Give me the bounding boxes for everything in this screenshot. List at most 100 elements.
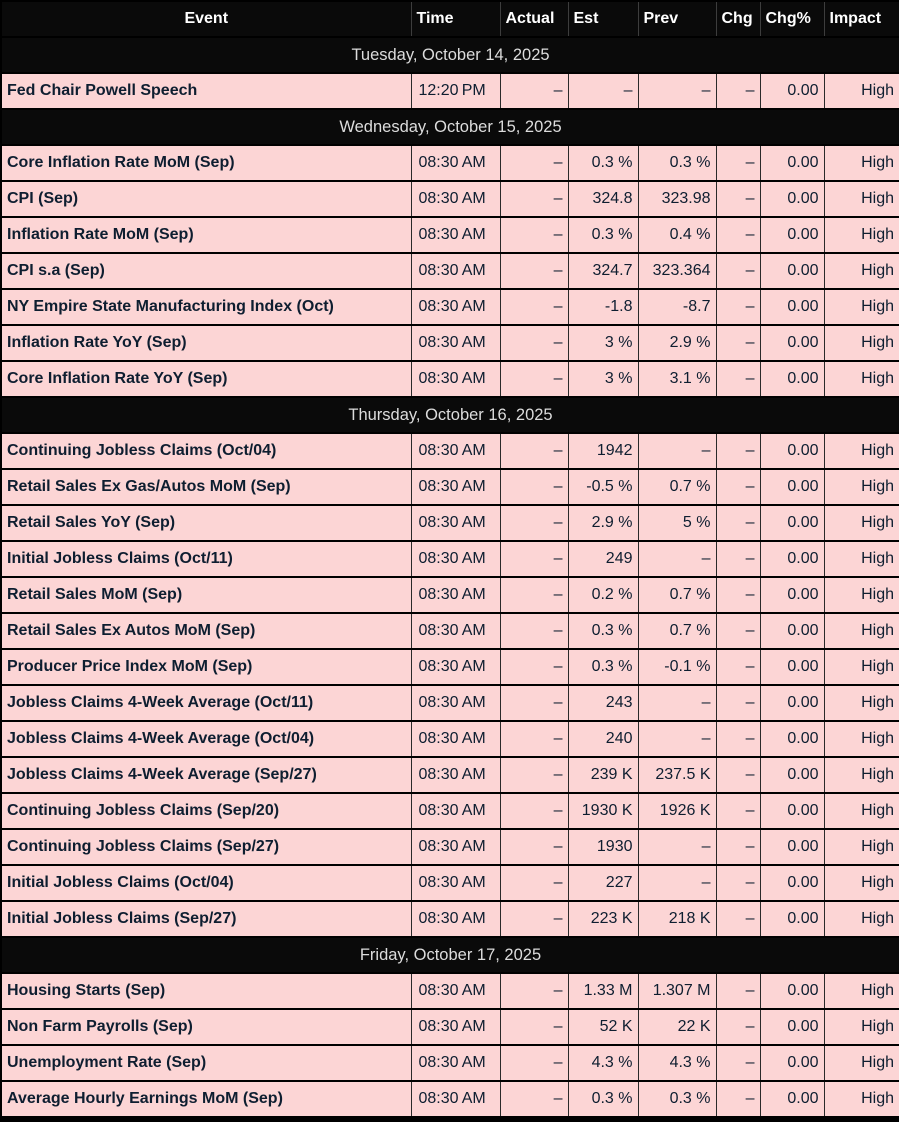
est-cell: 3 % [567,360,639,398]
event-row[interactable]: Initial Jobless Claims (Sep/27) 08:30 AM… [0,900,899,938]
time-cell: 08:30 AM [410,252,501,290]
event-row[interactable]: Retail Sales Ex Gas/Autos MoM (Sep) 08:3… [0,468,899,506]
actual-cell: – [499,828,569,866]
event-name-cell: Average Hourly Earnings MoM (Sep) [0,1080,412,1118]
prev-cell: 0.7 % [637,612,717,650]
impact-cell: High [823,792,899,830]
chg-cell: – [715,504,761,542]
event-name-cell: Core Inflation Rate YoY (Sep) [0,360,412,398]
chg-cell: – [715,72,761,110]
event-row[interactable]: Core Inflation Rate MoM (Sep) 08:30 AM –… [0,144,899,182]
est-cell: 0.3 % [567,1080,639,1118]
chg-cell: – [715,252,761,290]
prev-cell: 0.4 % [637,216,717,254]
column-header-event: Event [0,0,412,38]
event-row[interactable]: Inflation Rate YoY (Sep) 08:30 AM – 3 % … [0,324,899,362]
date-separator-label: Tuesday, October 14, 2025 [0,36,899,74]
actual-cell: – [499,576,569,614]
time-cell: 08:30 AM [410,792,501,830]
chg-cell: – [715,792,761,830]
impact-cell: High [823,864,899,902]
impact-cell: High [823,828,899,866]
event-name-cell: Fed Chair Powell Speech [0,72,412,110]
column-header-est: Est [567,0,639,38]
event-row[interactable]: Initial Jobless Claims (Oct/04) 08:30 AM… [0,864,899,902]
prev-cell: – [637,720,717,758]
time-cell: 08:30 AM [410,432,501,470]
impact-cell: High [823,720,899,758]
actual-cell: – [499,864,569,902]
impact-cell: High [823,324,899,362]
chg-cell: – [715,540,761,578]
event-row[interactable]: Retail Sales MoM (Sep) 08:30 AM – 0.2 % … [0,576,899,614]
event-name-cell: Retail Sales MoM (Sep) [0,576,412,614]
chg-pct-cell: 0.00 [759,1008,825,1046]
time-cell: 08:30 AM [410,540,501,578]
impact-cell: High [823,468,899,506]
event-row[interactable]: Jobless Claims 4-Week Average (Oct/11) 0… [0,684,899,722]
chg-pct-cell: 0.00 [759,216,825,254]
actual-cell: – [499,288,569,326]
chg-pct-cell: 0.00 [759,504,825,542]
time-cell: 08:30 AM [410,900,501,938]
time-cell: 08:30 AM [410,504,501,542]
impact-cell: High [823,144,899,182]
event-row[interactable]: Retail Sales Ex Autos MoM (Sep) 08:30 AM… [0,612,899,650]
impact-cell: High [823,576,899,614]
event-row[interactable]: Producer Price Index MoM (Sep) 08:30 AM … [0,648,899,686]
est-cell: 240 [567,720,639,758]
event-row[interactable]: Housing Starts (Sep) 08:30 AM – 1.33 M 1… [0,972,899,1010]
impact-cell: High [823,648,899,686]
event-row[interactable]: Unemployment Rate (Sep) 08:30 AM – 4.3 %… [0,1044,899,1082]
time-cell: 08:30 AM [410,612,501,650]
table-header: Event Time Actual Est Prev Chg Chg% Impa… [0,0,899,38]
event-row[interactable]: Core Inflation Rate YoY (Sep) 08:30 AM –… [0,360,899,398]
event-row[interactable]: Continuing Jobless Claims (Sep/27) 08:30… [0,828,899,866]
event-row[interactable]: Average Hourly Earnings MoM (Sep) 08:30 … [0,1080,899,1118]
chg-pct-cell: 0.00 [759,324,825,362]
prev-cell: 218 K [637,900,717,938]
time-cell: 08:30 AM [410,648,501,686]
time-cell: 08:30 AM [410,720,501,758]
event-row[interactable]: NY Empire State Manufacturing Index (Oct… [0,288,899,326]
actual-cell: – [499,468,569,506]
impact-cell: High [823,72,899,110]
chg-pct-cell: 0.00 [759,792,825,830]
event-row[interactable]: Non Farm Payrolls (Sep) 08:30 AM – 52 K … [0,1008,899,1046]
chg-cell: – [715,756,761,794]
time-cell: 08:30 AM [410,828,501,866]
actual-cell: – [499,1008,569,1046]
date-separator-label: Wednesday, October 15, 2025 [0,108,899,146]
prev-cell: – [637,684,717,722]
actual-cell: – [499,144,569,182]
date-separator-label: Friday, October 17, 2025 [0,936,899,974]
event-name-cell: Unemployment Rate (Sep) [0,1044,412,1082]
event-row[interactable]: CPI s.a (Sep) 08:30 AM – 324.7 323.364 –… [0,252,899,290]
event-name-cell: Core Inflation Rate MoM (Sep) [0,144,412,182]
est-cell: 52 K [567,1008,639,1046]
chg-pct-cell: 0.00 [759,756,825,794]
chg-pct-cell: 0.00 [759,72,825,110]
chg-cell: – [715,1008,761,1046]
event-row[interactable]: Fed Chair Powell Speech 12:20 PM – – – –… [0,72,899,110]
time-cell: 08:30 AM [410,324,501,362]
event-row[interactable]: Jobless Claims 4-Week Average (Sep/27) 0… [0,756,899,794]
est-cell: 1.33 M [567,972,639,1010]
event-row[interactable]: Inflation Rate MoM (Sep) 08:30 AM – 0.3 … [0,216,899,254]
event-name-cell: Non Farm Payrolls (Sep) [0,1008,412,1046]
event-row[interactable]: CPI (Sep) 08:30 AM – 324.8 323.98 – 0.00… [0,180,899,218]
actual-cell: – [499,1080,569,1118]
event-name-cell: Initial Jobless Claims (Sep/27) [0,900,412,938]
column-header-prev: Prev [637,0,717,38]
event-row[interactable]: Initial Jobless Claims (Oct/11) 08:30 AM… [0,540,899,578]
prev-cell: – [637,432,717,470]
prev-cell: 323.98 [637,180,717,218]
prev-cell: 4.3 % [637,1044,717,1082]
impact-cell: High [823,900,899,938]
prev-cell: – [637,828,717,866]
event-row[interactable]: Continuing Jobless Claims (Oct/04) 08:30… [0,432,899,470]
event-row[interactable]: Continuing Jobless Claims (Sep/20) 08:30… [0,792,899,830]
event-row[interactable]: Retail Sales YoY (Sep) 08:30 AM – 2.9 % … [0,504,899,542]
event-row[interactable]: Jobless Claims 4-Week Average (Oct/04) 0… [0,720,899,758]
